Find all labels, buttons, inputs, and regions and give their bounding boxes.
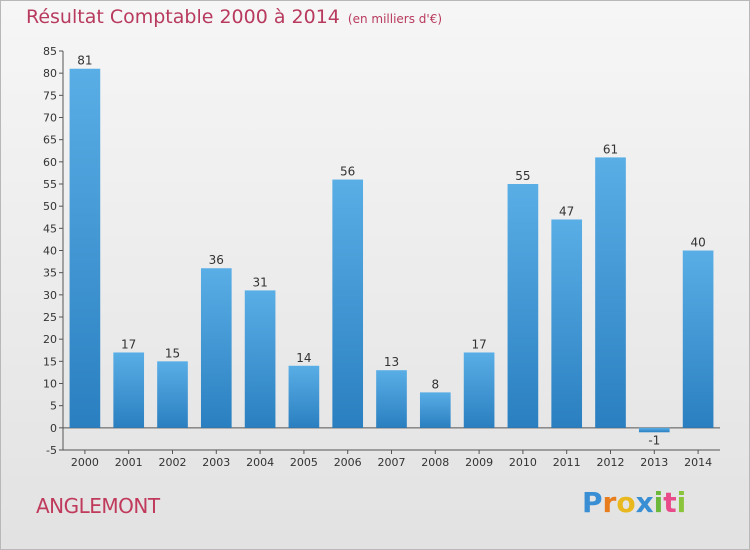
commune-name: ANGLEMONT — [36, 494, 160, 518]
x-tick-label: 2010 — [509, 456, 537, 469]
bar — [157, 361, 188, 428]
x-tick-label: 2013 — [640, 456, 668, 469]
bar-value-label: 56 — [340, 165, 355, 179]
bar-value-label: 31 — [252, 275, 267, 289]
bar — [376, 370, 407, 428]
x-tick-label: 2012 — [597, 456, 625, 469]
x-tick-label: 2000 — [71, 456, 99, 469]
y-tick-label: 0 — [50, 422, 57, 435]
y-tick-label: -5 — [46, 444, 57, 457]
logo-letter: i — [653, 486, 664, 519]
x-tick-label: 2008 — [421, 456, 449, 469]
y-tick-label: 5 — [50, 400, 57, 413]
x-tick-label: 2003 — [202, 456, 230, 469]
y-tick-label: 80 — [43, 67, 57, 80]
x-tick-label: 2011 — [553, 456, 581, 469]
chart-axes: -5 0 5 10 15 20 25 30 35 40 45 50 55 60 65 70 75 80 85 2000… — [43, 45, 720, 469]
x-tick-label: 2004 — [246, 456, 274, 469]
chart-data-labels: 81 17 15 36 31 14 56 13 8 17 55 47 61 -1 40 — [77, 54, 705, 448]
bar-value-label: -1 — [648, 433, 660, 447]
chart-title: Résultat Comptable 2000 à 2014 (en millie… — [26, 6, 442, 28]
bar-value-label: 8 — [431, 377, 439, 391]
logo-letter: i — [676, 486, 687, 519]
bar — [288, 365, 320, 428]
bar-value-label: 47 — [559, 204, 574, 218]
x-tick-label: 2001 — [115, 456, 143, 469]
logo-letter: o — [616, 486, 636, 519]
bar — [682, 250, 714, 428]
x-tick-label: 2006 — [334, 456, 362, 469]
y-tick-label: 75 — [43, 89, 57, 102]
bar — [200, 268, 232, 428]
bar-value-label: 61 — [603, 142, 618, 156]
bar — [595, 157, 626, 428]
bar-value-label: 17 — [121, 337, 136, 351]
bar-value-label: 15 — [165, 346, 180, 360]
bar — [244, 290, 276, 428]
bar — [69, 68, 101, 428]
logo-letter: x — [635, 486, 654, 519]
y-tick-label: 70 — [43, 112, 57, 125]
y-tick-label: 40 — [43, 245, 57, 258]
x-tick-label: 2007 — [378, 456, 406, 469]
bar-value-label: 13 — [384, 355, 399, 369]
bar-value-label: 55 — [515, 169, 530, 183]
bar-value-label: 40 — [690, 236, 705, 250]
bar — [332, 179, 364, 428]
bar — [638, 427, 670, 433]
bar-value-label: 81 — [77, 54, 92, 68]
x-tick-label: 2005 — [290, 456, 318, 469]
x-tick-label: 2014 — [684, 456, 712, 469]
y-tick-label: 20 — [43, 333, 57, 346]
y-tick-label: 35 — [43, 267, 57, 280]
y-tick-label: 85 — [43, 45, 57, 58]
bar — [507, 184, 539, 428]
bar — [419, 392, 451, 428]
y-tick-label: 15 — [43, 355, 57, 368]
chart-title-text: Résultat Comptable 2000 à 2014 — [26, 6, 340, 28]
y-tick-label: 10 — [43, 378, 57, 391]
logo-letter: P — [582, 486, 603, 519]
bar — [113, 352, 145, 428]
x-tick-label: 2002 — [159, 456, 187, 469]
y-tick-label: 55 — [43, 178, 57, 191]
y-tick-label: 60 — [43, 156, 57, 169]
chart-unit: (en milliers d'€) — [347, 12, 443, 26]
logo-letter: t — [663, 486, 677, 519]
logo-letter: r — [602, 486, 617, 519]
x-tick-label: 2009 — [465, 456, 493, 469]
bar-value-label: 36 — [209, 253, 224, 267]
bar — [551, 219, 583, 428]
bar-value-label: 17 — [471, 337, 486, 351]
y-tick-label: 30 — [43, 289, 57, 302]
y-tick-label: 50 — [43, 200, 57, 213]
y-tick-label: 65 — [43, 134, 57, 147]
y-tick-label: 25 — [43, 311, 57, 324]
y-tick-label: 45 — [43, 222, 57, 235]
bar-value-label: 14 — [296, 351, 311, 365]
chart-bars — [69, 68, 714, 433]
bar — [463, 352, 495, 428]
proxiti-logo: Proxiti — [582, 486, 686, 519]
